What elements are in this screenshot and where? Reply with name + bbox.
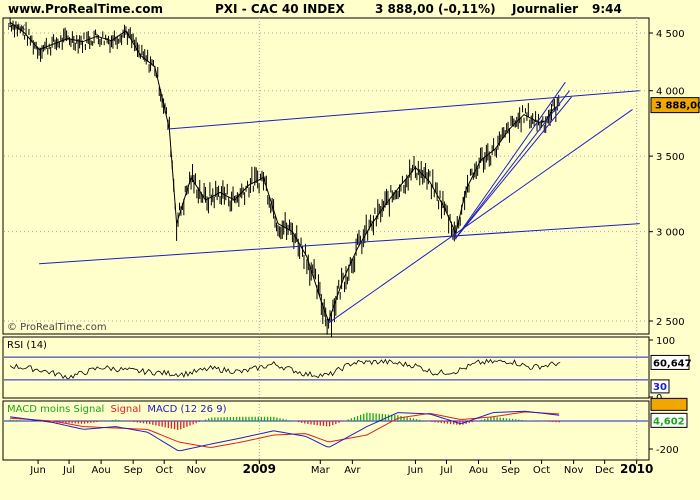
x-tick-label: Sep xyxy=(124,465,143,476)
trendline xyxy=(169,90,640,130)
macd-last-label: 4,602 xyxy=(653,416,685,427)
price-panel-frame xyxy=(2,17,650,335)
macd-legend-signal: Signal xyxy=(110,404,141,415)
rsi-level-label: 30 xyxy=(653,382,667,393)
price-y-tick-label: 4 000 xyxy=(656,87,685,98)
macd-last-badge xyxy=(650,412,688,428)
price-series-line xyxy=(9,21,561,323)
rsi-last-badge xyxy=(650,354,690,370)
x-tick-label: Oct xyxy=(533,465,550,476)
rsi-line xyxy=(9,358,561,380)
price-y-tick-label: 3 000 xyxy=(656,228,685,239)
x-tick-label: Dec xyxy=(595,465,614,476)
x-tick-label: Jul xyxy=(439,465,452,476)
trendline xyxy=(455,81,566,239)
trendline xyxy=(328,109,633,324)
rsi-panel-title: RSI (14) xyxy=(7,340,47,351)
x-tick-label: Aou xyxy=(92,465,111,476)
price-y-tick-label: 2 500 xyxy=(656,317,685,328)
clock-time: 9:44 xyxy=(592,2,622,16)
macd-legend: MACD moins Signal Signal MACD (12 26 9) xyxy=(7,404,227,415)
x-tick-label: Nov xyxy=(186,465,206,476)
period: Journalier xyxy=(512,2,579,16)
macd-signal-badge xyxy=(650,397,688,411)
x-tick-label: Nov xyxy=(564,465,584,476)
macd-legend-hist: MACD moins Signal xyxy=(7,404,104,415)
x-tick-label: Mar xyxy=(311,465,331,476)
macd-y-tick-label: -200 xyxy=(656,445,679,456)
price-last-label: 3 888,00 xyxy=(655,101,700,112)
price-y-tick-label: 3 500 xyxy=(656,152,685,163)
trendline xyxy=(455,90,570,239)
price-y-tick-label: 4 500 xyxy=(656,29,685,40)
x-tick-label: Jun xyxy=(407,465,424,476)
x-tick-label: Aou xyxy=(469,465,488,476)
rsi-last-label: 60,647 xyxy=(653,358,692,369)
x-tick-label: Oct xyxy=(156,465,173,476)
trendline xyxy=(39,223,640,265)
x-tick-label: Sep xyxy=(501,465,520,476)
x-tick-label: Avr xyxy=(344,465,361,476)
last-quote: 3 888,00 (-0,11%) xyxy=(375,2,496,16)
trendline xyxy=(455,96,572,239)
x-tick-label: 2010 xyxy=(620,462,653,476)
rsi-panel-frame xyxy=(2,336,650,399)
macd-line xyxy=(10,410,560,452)
x-tick-label: Jun xyxy=(29,465,46,476)
macd-panel-frame xyxy=(2,400,650,461)
macd-signal-line xyxy=(10,411,560,448)
price-watermark: © ProRealTime.com xyxy=(7,322,107,333)
price-last-badge xyxy=(650,97,700,114)
x-tick-label: Jul xyxy=(62,465,75,476)
instrument-title: PXI - CAC 40 INDEX xyxy=(215,2,345,16)
x-tick-label: 2009 xyxy=(243,462,276,476)
macd-legend-macd: MACD (12 26 9) xyxy=(147,404,226,415)
rsi-y-tick-label: 100 xyxy=(656,336,675,347)
site-name: www.ProRealTime.com xyxy=(8,2,163,16)
rsi-level-badge xyxy=(650,379,670,394)
